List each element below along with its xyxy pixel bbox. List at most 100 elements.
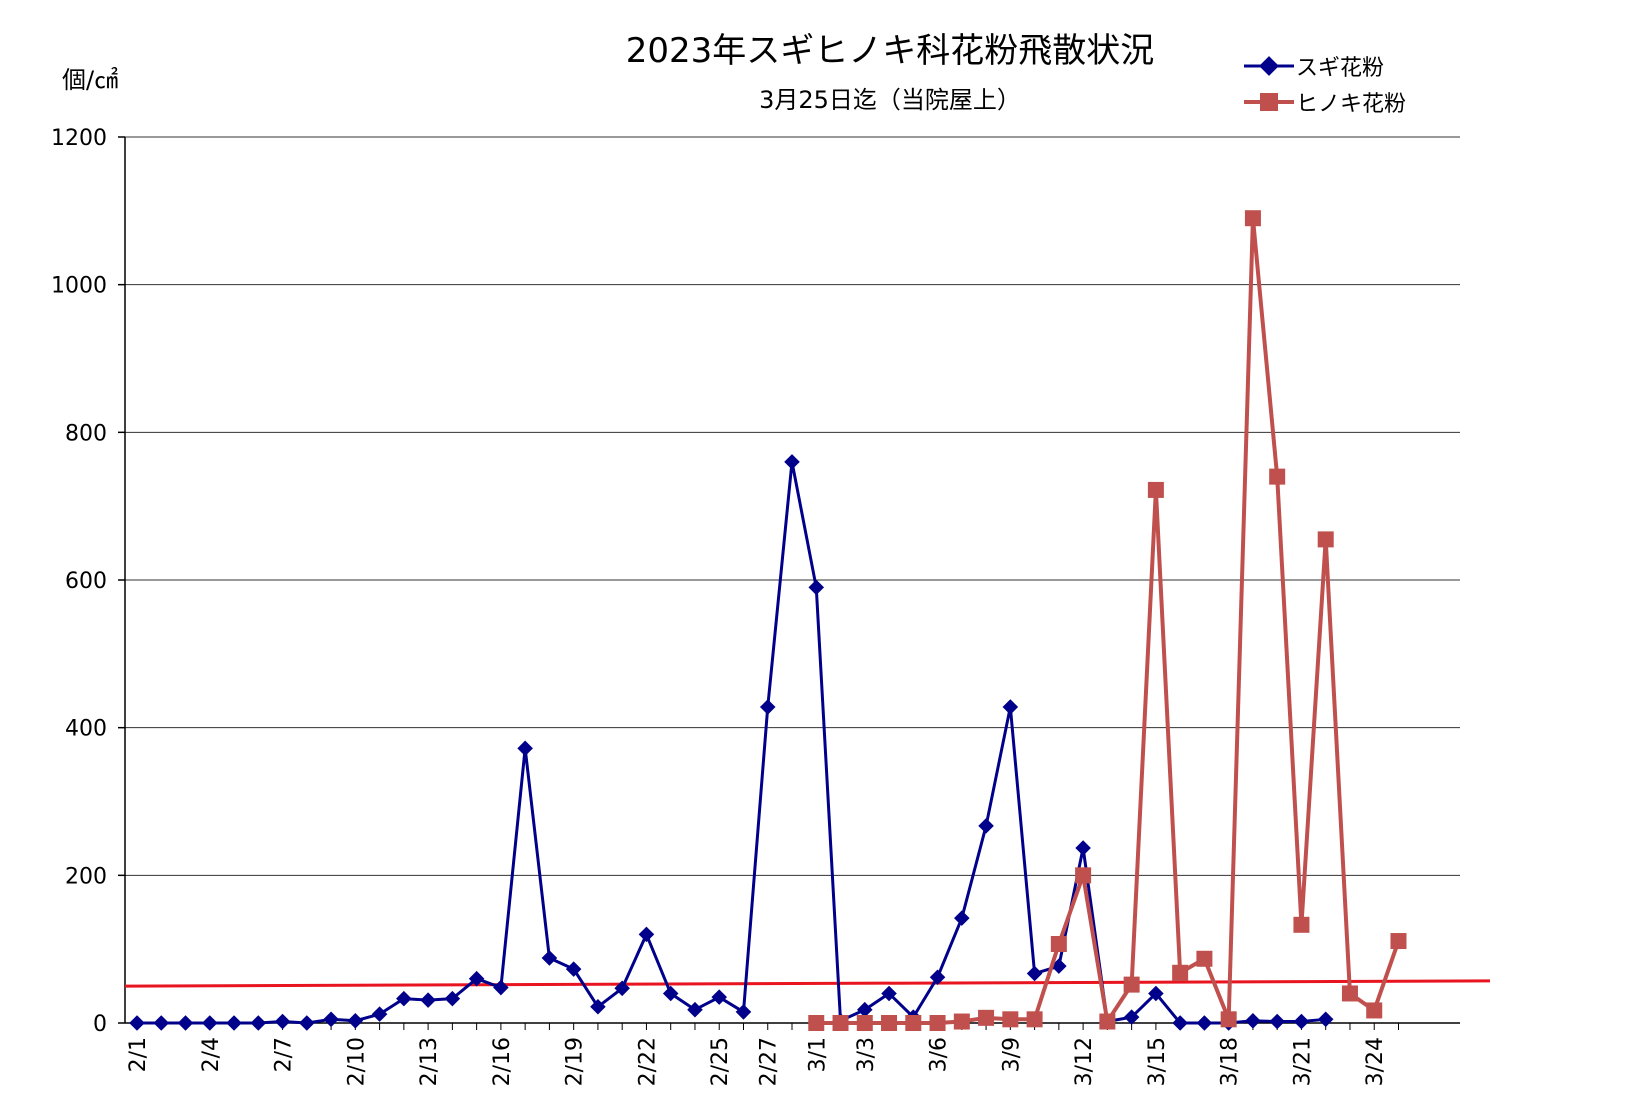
x-tick-label-6: 2/7 — [272, 1037, 297, 1072]
point-0-17 — [541, 950, 558, 966]
x-tick-label-33: 3/6 — [927, 1037, 952, 1072]
point-1-41 — [1123, 976, 1140, 993]
point-0-0 — [129, 1015, 145, 1031]
point-1-28 — [808, 1015, 825, 1031]
y-tick-label-3: 600 — [65, 569, 107, 594]
point-1-33 — [929, 1015, 946, 1031]
point-0-16 — [517, 740, 533, 757]
point-1-37 — [1026, 1011, 1043, 1028]
point-0-19 — [590, 998, 606, 1015]
legend-label-sugi: スギ花粉 — [1296, 56, 1384, 81]
point-1-48 — [1293, 916, 1310, 933]
y-tick-label-5: 1000 — [51, 274, 107, 299]
point-0-46 — [1245, 1013, 1261, 1029]
x-tick-label-36: 3/9 — [999, 1037, 1024, 1072]
point-0-31 — [881, 985, 897, 1002]
x-tick-label-42: 3/15 — [1145, 1037, 1170, 1086]
point-0-7 — [299, 1015, 315, 1031]
x-tick-label-21: 2/22 — [635, 1037, 660, 1086]
point-1-31 — [881, 1015, 898, 1031]
point-1-40 — [1099, 1013, 1116, 1030]
point-0-36 — [1002, 699, 1019, 715]
point-0-15 — [493, 979, 509, 996]
point-1-52 — [1390, 933, 1407, 950]
point-0-42 — [1148, 985, 1164, 1002]
x-tick-label-39: 3/12 — [1072, 1037, 1097, 1086]
point-0-41 — [1123, 1009, 1140, 1025]
series-0 — [129, 454, 1334, 1031]
point-0-39 — [1075, 840, 1091, 856]
point-1-43 — [1172, 964, 1189, 981]
legend-item-hinoki: ヒノキ花粉 — [1244, 92, 1406, 117]
y-tick-label-4: 800 — [65, 421, 107, 446]
chart-subtitle: 3月25日迄（当院屋上） — [759, 86, 1021, 114]
point-1-35 — [978, 1009, 995, 1026]
x-tick-label-51: 3/24 — [1363, 1037, 1388, 1086]
y-tick-labels: 0 200 400 600 800 1000 1200 — [51, 126, 107, 1037]
gridlines — [125, 136, 1460, 876]
point-0-12 — [420, 992, 436, 1008]
chart-title: 2023年スギヒノキ科花粉飛散状況 — [626, 31, 1155, 71]
legend: スギ花粉 ヒノキ花粉 — [1244, 56, 1406, 117]
point-0-5 — [250, 1015, 267, 1031]
legend-label-hinoki: ヒノキ花粉 — [1296, 92, 1406, 117]
point-1-34 — [953, 1013, 970, 1030]
point-1-49 — [1317, 531, 1334, 548]
point-0-37 — [1026, 965, 1043, 982]
point-1-30 — [856, 1015, 873, 1031]
x-tick-label-30: 3/3 — [854, 1037, 879, 1072]
x-tick-label-3: 2/4 — [199, 1037, 224, 1072]
x-tick-label-48: 3/21 — [1290, 1037, 1315, 1086]
point-0-35 — [978, 818, 994, 834]
point-1-44 — [1196, 950, 1213, 967]
point-0-33 — [929, 969, 946, 986]
series-line-1 — [816, 216, 1401, 1025]
point-1-29 — [832, 1015, 849, 1031]
point-0-47 — [1269, 1013, 1285, 1030]
point-0-2 — [177, 1015, 194, 1031]
x-tick-label-12: 2/13 — [417, 1037, 442, 1086]
point-1-47 — [1269, 468, 1286, 485]
reference-line — [124, 979, 1491, 988]
point-0-30 — [856, 1001, 873, 1018]
point-1-39 — [1075, 867, 1092, 884]
point-0-26 — [759, 699, 776, 715]
series-group — [129, 210, 1407, 1031]
point-0-43 — [1172, 1015, 1188, 1031]
point-0-24 — [711, 989, 728, 1005]
point-1-45 — [1220, 1011, 1237, 1028]
y-axis-unit-label: 個/㎠ — [62, 66, 118, 94]
x-tick-labels: 2/1 2/4 2/7 2/10 2/13 2/16 2/19 2/22 2/25 2/27 3/1… — [126, 1037, 1388, 1086]
point-1-50 — [1341, 985, 1358, 1002]
point-0-18 — [565, 961, 582, 977]
point-0-11 — [396, 990, 412, 1007]
point-0-27 — [784, 454, 800, 470]
point-1-42 — [1147, 481, 1164, 498]
point-0-10 — [371, 1006, 388, 1022]
point-1-36 — [1002, 1011, 1019, 1028]
y-tick-label-6: 1200 — [51, 126, 107, 151]
x-tick-label-45: 3/18 — [1218, 1037, 1243, 1086]
point-0-6 — [274, 1013, 291, 1030]
point-0-48 — [1293, 1013, 1310, 1030]
point-0-9 — [347, 1013, 364, 1029]
point-0-28 — [808, 579, 825, 596]
point-0-8 — [323, 1011, 339, 1028]
point-0-4 — [226, 1015, 242, 1031]
series-line-0 — [137, 460, 1326, 1025]
point-1-38 — [1050, 935, 1067, 952]
y-tick-label-1: 200 — [65, 864, 107, 889]
point-0-44 — [1196, 1015, 1213, 1031]
point-0-23 — [687, 1001, 703, 1018]
reference-line-mark — [124, 979, 1491, 988]
point-1-51 — [1366, 1002, 1383, 1019]
x-tick-label-28: 3/1 — [805, 1037, 830, 1072]
x-tick-label-18: 2/19 — [563, 1037, 588, 1086]
point-1-46 — [1244, 210, 1261, 227]
y-tick-label-0: 0 — [93, 1012, 107, 1037]
x-tick-label-24: 2/25 — [708, 1037, 733, 1086]
point-0-25 — [735, 1004, 752, 1020]
point-0-20 — [614, 980, 630, 997]
point-1-32 — [905, 1015, 922, 1031]
